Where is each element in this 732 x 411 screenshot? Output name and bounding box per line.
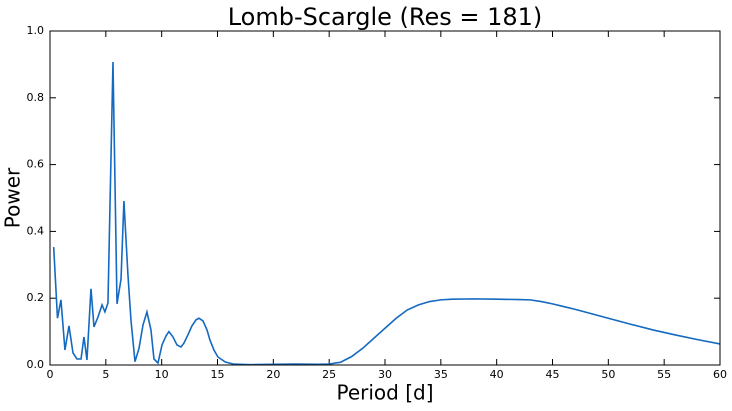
x-tick-label: 25 [322, 368, 336, 381]
x-tick-label: 45 [546, 368, 560, 381]
y-tick-label: 0.2 [27, 291, 45, 304]
y-axis-label: Power [1, 167, 25, 228]
chart-title: Lomb-Scargle (Res = 181) [228, 3, 543, 31]
x-tick-label: 5 [102, 368, 109, 381]
x-tick-label: 10 [155, 368, 169, 381]
x-tick-label: 20 [266, 368, 280, 381]
y-tick-label: 0.6 [27, 158, 45, 171]
x-tick-label: 30 [378, 368, 392, 381]
x-tick-label: 0 [47, 368, 54, 381]
x-axis-label: Period [d] [336, 381, 433, 405]
x-tick-label: 50 [601, 368, 615, 381]
x-tick-label: 15 [211, 368, 225, 381]
y-tick-label: 0.8 [27, 91, 45, 104]
x-tick-label: 40 [490, 368, 504, 381]
y-tick-label: 0.0 [27, 358, 45, 371]
data-line [52, 62, 721, 366]
x-tick-label: 35 [434, 368, 448, 381]
y-tick-label: 0.4 [27, 224, 45, 237]
y-tick-label: 1.0 [27, 24, 45, 37]
plot-frame [49, 30, 721, 366]
x-tick-label: 55 [657, 368, 671, 381]
x-tick-label: 60 [713, 368, 727, 381]
